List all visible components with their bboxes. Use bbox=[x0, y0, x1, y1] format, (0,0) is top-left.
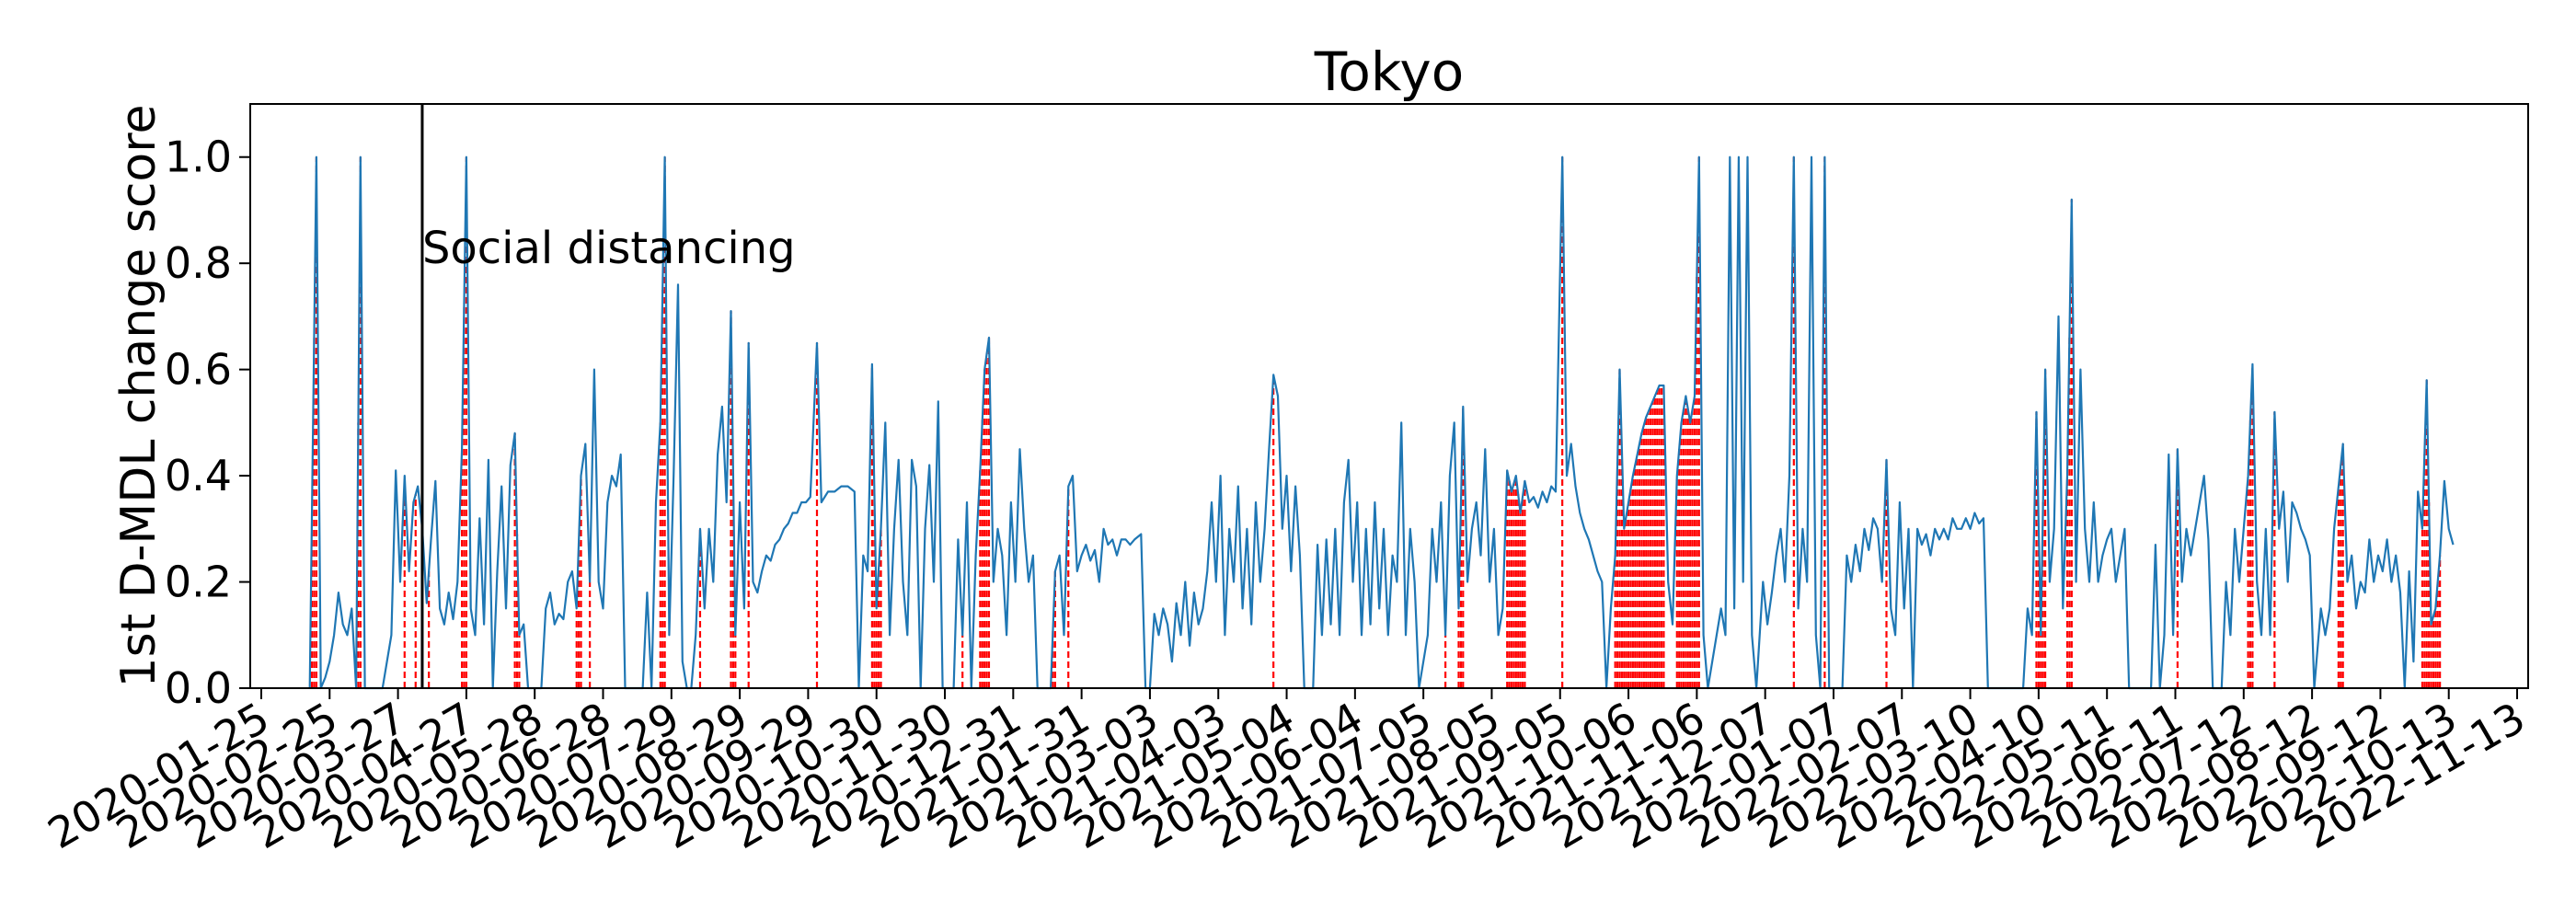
series-line bbox=[308, 155, 2455, 690]
plot-frame bbox=[249, 103, 2529, 689]
series-layer bbox=[308, 155, 2455, 690]
y-tick-label: 1.0 bbox=[165, 132, 232, 182]
y-tick-label: 0.2 bbox=[165, 558, 232, 607]
y-tick-label: 0.4 bbox=[165, 451, 232, 500]
y-axis: 0.0 0.2 0.4 0.6 0.8 1.0 bbox=[165, 132, 250, 713]
y-tick-label: 0.0 bbox=[165, 663, 232, 713]
event-layer: Social distancing bbox=[420, 104, 796, 688]
y-tick-label: 0.6 bbox=[165, 345, 232, 395]
y-axis-label: 1st D-MDL change score bbox=[111, 105, 167, 688]
y-tick-label: 0.8 bbox=[165, 238, 232, 288]
x-axis: 2020-01-252020-02-252020-03-272020-04-27… bbox=[40, 688, 2534, 858]
chart-title: Tokyo bbox=[1314, 40, 1464, 103]
event-label: Social distancing bbox=[422, 223, 796, 274]
